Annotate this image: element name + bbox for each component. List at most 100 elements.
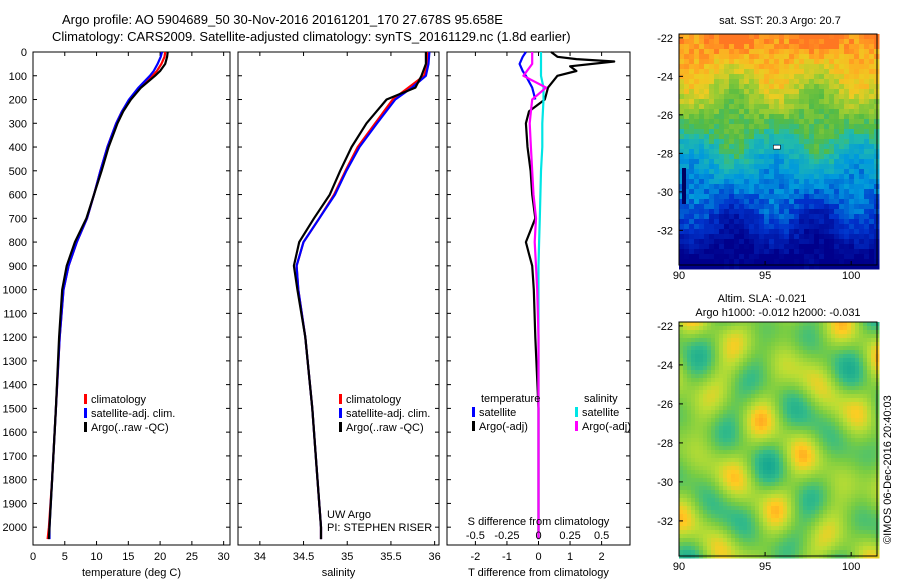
heatmap-cell xyxy=(755,522,760,527)
heatmap-cell xyxy=(827,510,832,515)
heatmap-cell xyxy=(731,350,736,355)
heatmap-cell xyxy=(691,446,696,451)
heatmap-cell xyxy=(859,494,864,499)
heatmap-cell xyxy=(869,64,875,70)
heatmap-cell xyxy=(783,366,788,371)
heatmap-cell xyxy=(739,184,745,190)
heatmap-cell xyxy=(864,124,870,130)
heatmap-cell xyxy=(714,49,720,55)
heatmap-cell xyxy=(794,189,800,195)
heatmap-cell xyxy=(684,114,690,120)
heatmap-cell xyxy=(834,159,840,165)
heatmap-cell xyxy=(735,490,740,495)
heatmap-cell xyxy=(783,442,788,447)
heatmap-cell xyxy=(864,234,870,240)
heatmap-cell xyxy=(849,264,855,270)
heatmap-cell xyxy=(819,542,824,547)
y-tick-label: 800 xyxy=(9,237,27,249)
heatmap-cell xyxy=(871,386,876,391)
heatmap-cell xyxy=(734,109,740,115)
heatmap-cell xyxy=(743,346,748,351)
heatmap-cell xyxy=(823,378,828,383)
heatmap-cell xyxy=(855,338,860,343)
heatmap-cell xyxy=(759,204,765,210)
heatmap-cell xyxy=(859,174,865,180)
heatmap-cell xyxy=(744,139,750,145)
heatmap-cell xyxy=(775,322,780,327)
heatmap-cell xyxy=(829,99,835,105)
heatmap-cell xyxy=(854,109,860,115)
heatmap-cell xyxy=(751,390,756,395)
heatmap-cell xyxy=(723,442,728,447)
heatmap-cell xyxy=(844,34,850,40)
heatmap-cell xyxy=(783,482,788,487)
heatmap-cell xyxy=(831,478,836,483)
heatmap-cell xyxy=(851,350,856,355)
heatmap-cell xyxy=(735,486,740,491)
heatmap-cell xyxy=(769,164,775,170)
heatmap-cell xyxy=(819,326,824,331)
heatmap-cell xyxy=(739,418,744,423)
heatmap-cell xyxy=(814,59,820,65)
heatmap-cell xyxy=(799,430,804,435)
heatmap-cell xyxy=(719,169,725,175)
heatmap-cell xyxy=(851,338,856,343)
heatmap-cell xyxy=(787,450,792,455)
heatmap-cell xyxy=(774,124,780,130)
heatmap-cell xyxy=(755,526,760,531)
heatmap-cell xyxy=(704,84,710,90)
heatmap-cell xyxy=(799,64,805,70)
heatmap-cell xyxy=(743,434,748,439)
heatmap-cell xyxy=(683,462,688,467)
heatmap-cell xyxy=(829,194,835,200)
heatmap-cell xyxy=(699,410,704,415)
heatmap-cell xyxy=(767,498,772,503)
heatmap-cell xyxy=(744,79,750,85)
heatmap-cell xyxy=(683,510,688,515)
heatmap-cell xyxy=(809,204,815,210)
heatmap-cell xyxy=(684,204,690,210)
heatmap-cell xyxy=(854,164,860,170)
heatmap-cell xyxy=(847,414,852,419)
heatmap-cell xyxy=(827,322,832,327)
heatmap-cell xyxy=(834,229,840,235)
heatmap-cell xyxy=(734,129,740,135)
heatmap-cell xyxy=(775,462,780,467)
heatmap-cell xyxy=(767,462,772,467)
heatmap-cell xyxy=(855,502,860,507)
heatmap-cell xyxy=(704,39,710,45)
heatmap-cell xyxy=(814,174,820,180)
heatmap-cell xyxy=(743,534,748,539)
heatmap-cell xyxy=(724,104,730,110)
heatmap-cell xyxy=(854,174,860,180)
heatmap-cell xyxy=(759,542,764,547)
heatmap-cell xyxy=(794,44,800,50)
heatmap-cell xyxy=(863,358,868,363)
heatmap-cell xyxy=(774,34,780,40)
heatmap-cell xyxy=(747,386,752,391)
heatmap-cell xyxy=(803,522,808,527)
heatmap-cell xyxy=(735,346,740,351)
heatmap-cell xyxy=(855,458,860,463)
heatmap-cell xyxy=(747,394,752,399)
heatmap-cell xyxy=(699,89,705,95)
heatmap-cell xyxy=(869,219,875,225)
heatmap-cell xyxy=(694,149,700,155)
heatmap-cell xyxy=(869,144,875,150)
top-tick-label: -0.25 xyxy=(494,530,519,542)
heatmap-cell xyxy=(839,466,844,471)
heatmap-cell xyxy=(849,104,855,110)
heatmap-cell xyxy=(731,542,736,547)
heatmap-cell xyxy=(794,79,800,85)
heatmap-cell xyxy=(714,224,720,230)
heatmap-cell xyxy=(871,346,876,351)
heatmap-cell xyxy=(871,330,876,335)
heatmap-cell xyxy=(867,486,872,491)
heatmap-cell xyxy=(811,378,816,383)
heatmap-cell xyxy=(851,446,856,451)
heatmap-cell xyxy=(703,338,708,343)
heatmap-cell xyxy=(727,490,732,495)
heatmap-cell xyxy=(739,346,744,351)
heatmap-cell xyxy=(704,264,710,270)
heatmap-cell xyxy=(723,526,728,531)
